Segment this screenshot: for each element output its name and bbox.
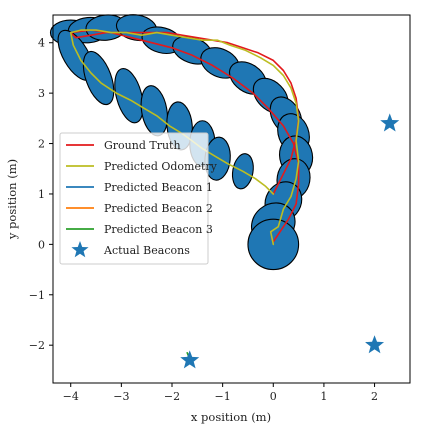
legend-star-icon [71,241,89,258]
ground-truth-line [69,29,300,243]
actual-beacon-star-3 [180,350,200,369]
x-tick-label: 0 [270,390,277,403]
x-tick-label: −1 [215,390,231,403]
y-axis-label: y position (m) [5,159,19,240]
legend-label-3: Predicted Beacon 1 [104,181,213,194]
legend-label-2: Predicted Odometry [104,160,218,173]
y-tick-label: 1 [38,188,45,201]
y-tick-label: 0 [38,238,45,251]
y-tick-label: 3 [38,87,45,100]
legend: Ground Truth Predicted Odometry Predicted … [59,132,218,265]
x-tick-label: −4 [63,390,79,403]
y-axis-ticks: −2 −1 0 1 2 3 4 [29,37,53,352]
covariance-ellipse-17 [82,50,115,106]
covariance-ellipse-18 [114,68,144,124]
beacon-markers [180,113,400,369]
x-tick-label: 1 [320,390,327,403]
x-axis-ticks: −4 −3 −2 −1 0 1 2 [63,383,378,403]
y-tick-label: −2 [29,339,45,352]
actual-beacon-star-1 [380,113,400,132]
x-tick-label: −3 [113,390,129,403]
legend-label-5: Predicted Beacon 3 [104,223,213,236]
y-tick-label: −1 [29,289,45,302]
y-tick-label: 2 [38,138,45,151]
x-axis-label: x position (m) [191,410,271,424]
x-tick-label: −2 [164,390,180,403]
legend-label-4: Predicted Beacon 2 [104,202,213,215]
legend-label-6: Actual Beacons [103,244,190,257]
legend-label-1: Ground Truth [104,139,181,152]
legend-box [59,132,209,265]
x-tick-label: 2 [371,390,378,403]
plot-frame [52,14,411,384]
legend-items: Ground Truth Predicted Odometry Predicted … [66,139,218,258]
actual-beacon-star-2 [365,335,385,354]
y-tick-label: 4 [38,37,45,50]
